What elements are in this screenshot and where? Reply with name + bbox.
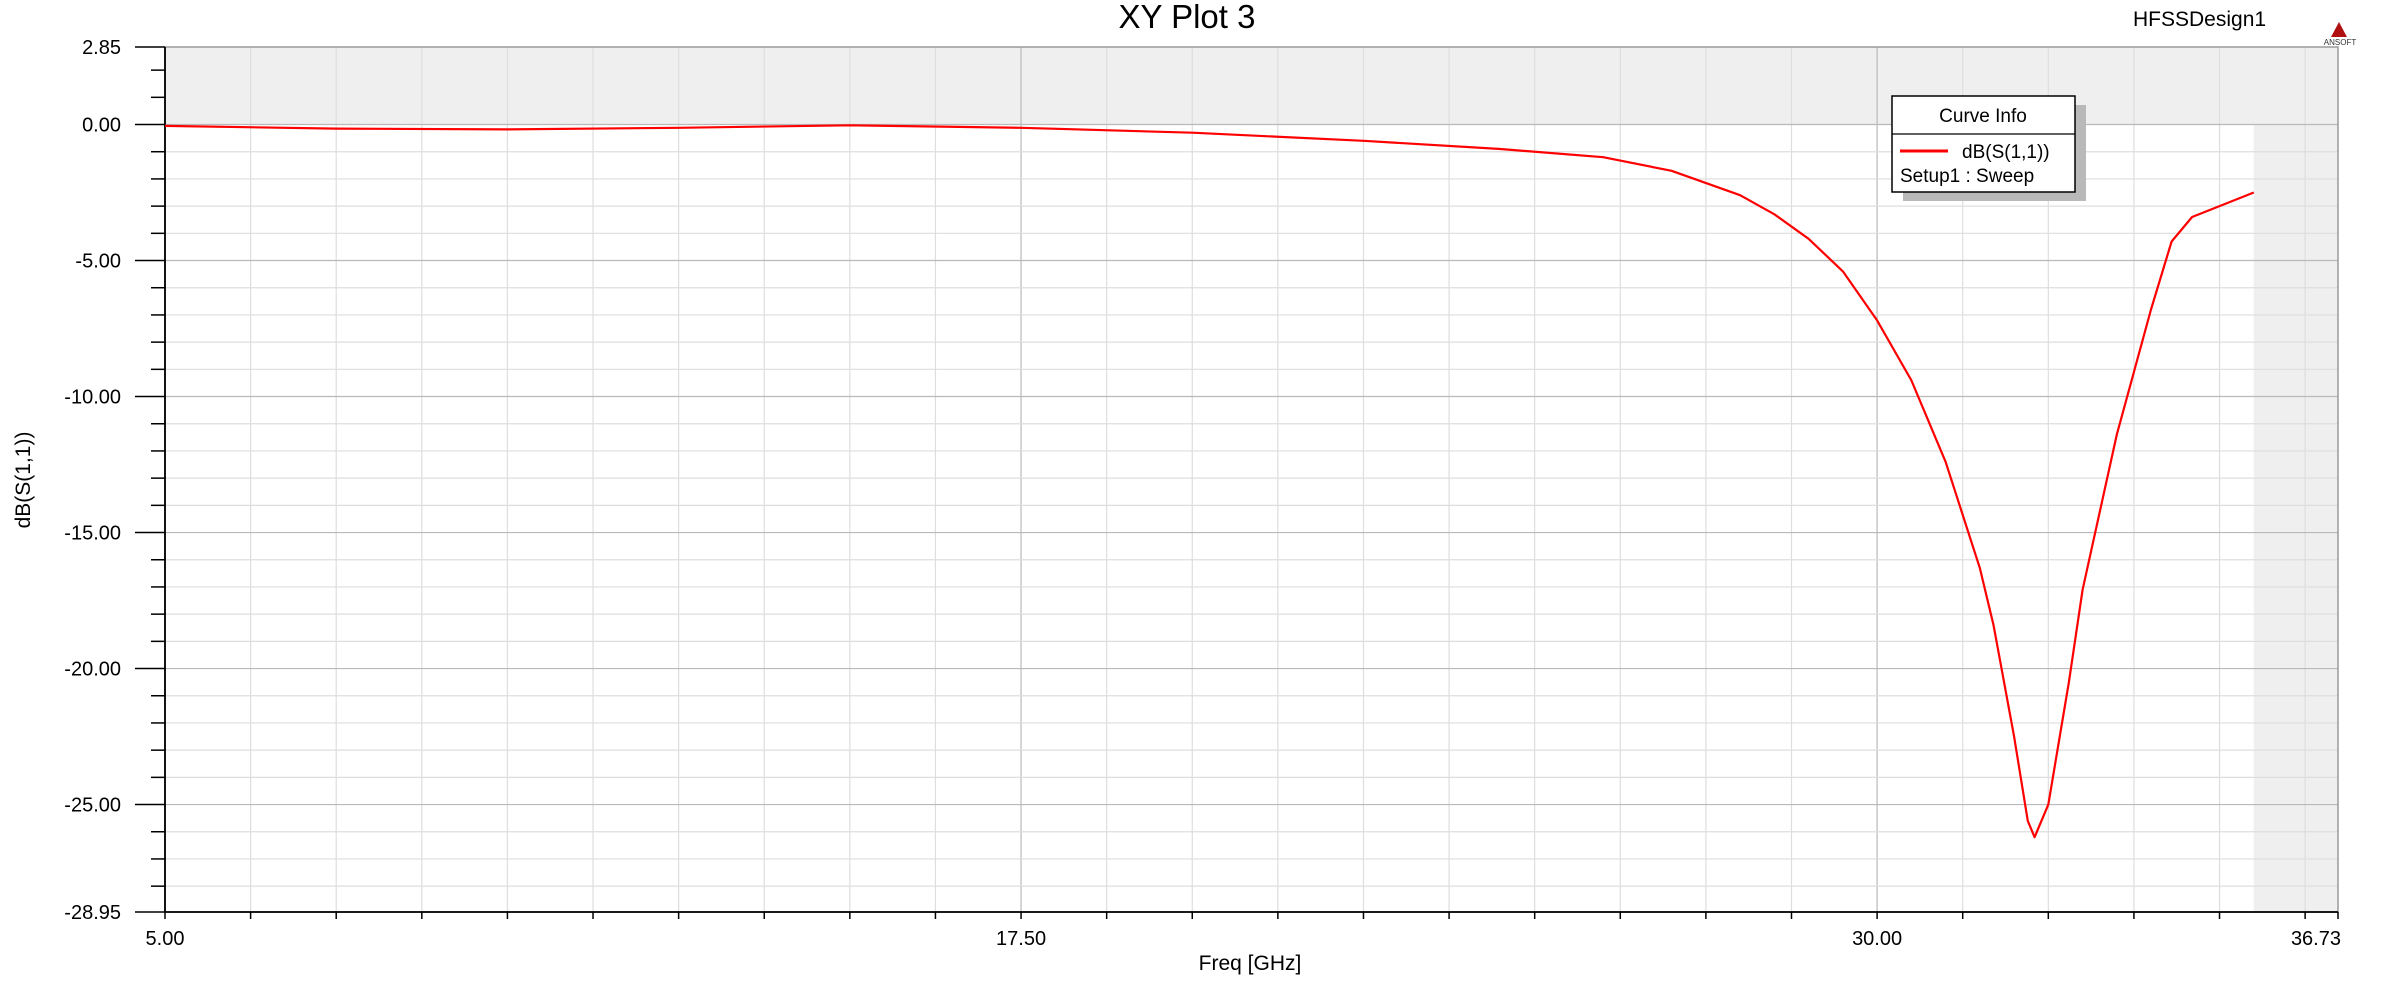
- x-axis-label: Freq [GHz]: [1199, 952, 1302, 975]
- y-tick-label: -25.00: [64, 795, 121, 817]
- y-tick-label: -10.00: [64, 387, 121, 409]
- chart-title: XY Plot 3: [1119, 0, 1256, 35]
- y-tick-label: -20.00: [64, 659, 121, 681]
- legend-entry-sub: Setup1 : Sweep: [1900, 166, 2034, 187]
- y-tick-label: 0.00: [82, 115, 121, 137]
- x-tick-label: 17.50: [996, 928, 1046, 950]
- legend-title: Curve Info: [1939, 106, 2027, 127]
- y-tick-label: -15.00: [64, 523, 121, 545]
- logo-text: ANSOFT: [2324, 38, 2357, 47]
- x-tick-label: 30.00: [1852, 928, 1902, 950]
- legend-entry-name: dB(S(1,1)): [1962, 142, 2050, 163]
- logo-triangle-icon: [2331, 22, 2347, 37]
- design-name: HFSSDesign1: [2133, 8, 2266, 31]
- legend[interactable]: Curve Info dB(S(1,1)) Setup1 : Sweep: [1891, 95, 2086, 201]
- right-band: [2253, 47, 2338, 912]
- series-line: [164, 124, 2255, 839]
- y-tick-label: -5.00: [75, 251, 121, 273]
- y-tick-label: -28.95: [64, 902, 121, 924]
- y-tick-labels: 2.85 0.00 -5.00 -10.00 -15.00 -20.00 -25.00 -28…: [64, 37, 121, 924]
- x-tick-labels: 5.00 17.50 30.00 36.73: [146, 928, 2341, 950]
- y-tick-label: 2.85: [82, 37, 121, 59]
- series-group: [164, 124, 2255, 839]
- ticks: [135, 46, 2339, 919]
- x-tick-label: 5.00: [146, 928, 185, 950]
- y-axis-label: dB(S(1,1)): [12, 432, 35, 529]
- axes: [164, 46, 2339, 913]
- legend-box: [1891, 95, 2076, 193]
- x-tick-label: 36.73: [2291, 928, 2341, 950]
- ansoft-logo: ANSOFT: [2324, 22, 2357, 47]
